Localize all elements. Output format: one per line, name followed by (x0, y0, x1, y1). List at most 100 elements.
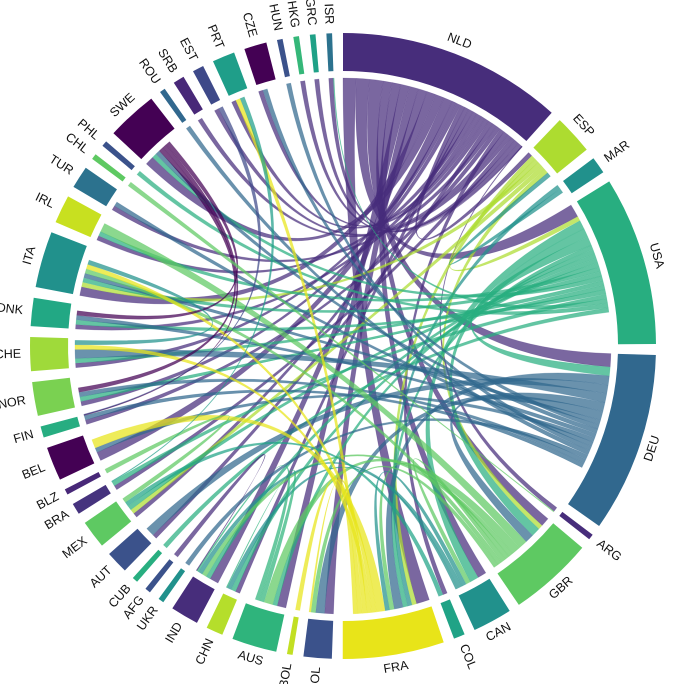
ribbon-nld-tur (111, 123, 497, 263)
label-prt: PRT (205, 23, 228, 52)
ribbon-ind-afg (173, 453, 266, 572)
sector-swe (113, 98, 175, 160)
label-isr: ISR (322, 3, 337, 24)
ribbon-usa-phl (136, 170, 609, 315)
sector-tur (73, 167, 117, 207)
label-chn: CHN (193, 636, 217, 666)
sector-pol (303, 618, 334, 659)
sector-phl (102, 141, 135, 171)
sector-prt (212, 52, 248, 96)
label-blz: BLZ (34, 489, 61, 512)
ribbon-nld-srb (197, 117, 509, 238)
ribbon-nld-isr (328, 77, 519, 231)
label-mar: MAR (601, 138, 632, 165)
ribbon-swe-dnk (76, 141, 239, 320)
ribbon-deu-hun (286, 82, 592, 452)
sector-can (458, 578, 510, 630)
sector-blz (64, 472, 101, 495)
sector-ukr (158, 568, 186, 603)
sector-ita (35, 232, 87, 295)
ribbon-nld-nor (80, 102, 461, 407)
chord-ribbons (74, 77, 612, 615)
sector-gbr (497, 523, 583, 605)
sector-mex (84, 501, 132, 546)
ribbon-fra-prt (235, 98, 363, 614)
ribbon-deu-che (74, 349, 608, 403)
sector-fin (40, 416, 81, 438)
sector-aut (109, 528, 152, 571)
ribbon-nld-grc (314, 78, 523, 233)
label-rou: ROU (136, 56, 163, 87)
ribbon-deu-rou (185, 125, 591, 456)
ribbon-col-mex (125, 441, 444, 597)
ribbon-esp-ita (81, 162, 542, 302)
ribbon-deu-swe (155, 150, 599, 434)
ribbon-nld-est (214, 108, 512, 236)
ribbon-fra-bol (295, 478, 358, 615)
ribbon-gbr-can (412, 458, 506, 585)
ribbon-mar-fra (392, 184, 561, 607)
sector-hkg (293, 36, 305, 75)
ribbon-chl-arg (127, 181, 555, 513)
label-aus: AUS (236, 648, 265, 669)
label-bol: BOL (276, 662, 294, 684)
sector-bol (286, 616, 299, 655)
sector-cze (244, 42, 276, 85)
sector-chn (206, 593, 237, 635)
ribbon-usa-che (74, 280, 605, 364)
ribbon-deu-cze (262, 88, 600, 430)
sector-col (440, 599, 465, 639)
ribbon-deu-ita (83, 273, 601, 425)
sector-hun (276, 38, 290, 78)
ribbon-swe-nor (77, 147, 237, 393)
ribbon-gbr-irl (100, 223, 527, 549)
sector-grc (309, 34, 319, 73)
ribbon-ita-che (74, 259, 213, 346)
ribbon-nld-che (75, 100, 457, 368)
sector-rou (160, 88, 187, 123)
label-ita: ITA (20, 244, 39, 266)
label-aut: AUT (87, 563, 115, 591)
sector-isr (326, 33, 334, 72)
ribbon-gbr-ita (84, 268, 502, 566)
ribbon-can-fra (374, 471, 467, 611)
label-hkg: HKG (284, 0, 302, 29)
label-dnk: DNK (0, 300, 24, 317)
label-ind: IND (162, 620, 185, 646)
sector-afg (145, 559, 174, 593)
ribbon-mex-blz (104, 414, 230, 503)
ribbon-aus-ind (196, 465, 291, 602)
ribbon-est-fin (83, 106, 262, 416)
ribbon-esp-gbr (442, 168, 548, 530)
label-col: COL (457, 642, 480, 671)
ribbon-gbr-pol (310, 466, 499, 613)
sector-mar (563, 158, 604, 194)
label-bra: BRA (42, 507, 72, 533)
label-arg: ARG (594, 536, 624, 564)
ribbon-nld-cze (258, 89, 490, 227)
ribbon-usa-irl (98, 231, 601, 302)
ribbon-usa-can (425, 220, 585, 583)
sector-chl (92, 154, 126, 182)
ribbon-deu-nor (78, 378, 587, 464)
sector-deu (568, 353, 656, 526)
label-hun: HUN (266, 3, 285, 32)
label-mex: MEX (60, 533, 91, 561)
sector-aus (232, 603, 285, 652)
ribbon-prt-bra (111, 96, 275, 483)
ribbon-swe-fin (83, 144, 239, 416)
sector-usa (576, 181, 656, 345)
sector-arg (559, 511, 593, 540)
label-grc: GRC (303, 0, 320, 26)
sector-cub (132, 549, 163, 582)
sector-bra (72, 484, 111, 514)
ribbon-deu-fin (83, 389, 585, 468)
ribbon-aus-chn (225, 469, 297, 603)
ribbon-usa-bra (111, 293, 608, 487)
label-est: EST (177, 36, 201, 64)
ribbon-nld-ita (79, 91, 436, 305)
ribbon-deu-tur (114, 201, 594, 447)
label-che: CHE (0, 347, 21, 362)
sector-che (30, 337, 69, 372)
ribbon-usa-isr (333, 77, 608, 310)
